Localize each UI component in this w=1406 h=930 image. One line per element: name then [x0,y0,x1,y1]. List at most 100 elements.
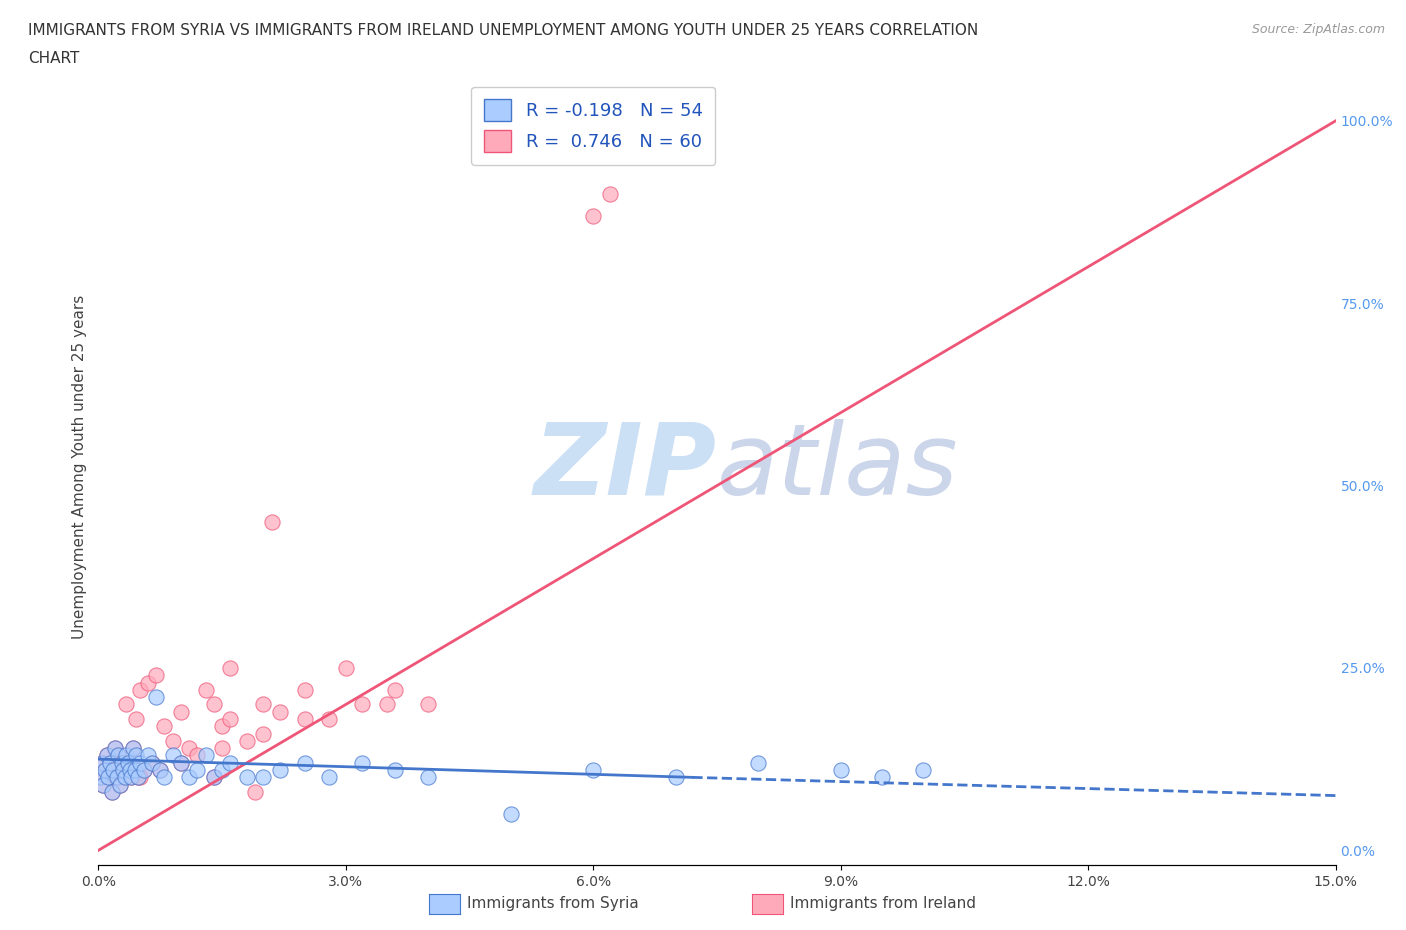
Point [252,770,274,785]
Point [599,186,621,201]
Point [117,755,139,770]
Point [211,763,233,777]
Point [149,763,172,777]
Point [118,763,141,777]
Point [186,763,208,777]
Point [132,763,155,777]
Point [93,777,115,792]
Point [136,675,159,690]
Point [103,763,125,777]
Point [100,785,122,800]
Point [170,704,193,719]
Point [128,770,150,785]
Point [375,697,398,711]
Text: IMMIGRANTS FROM SYRIA VS IMMIGRANTS FROM IRELAND UNEMPLOYMENT AMONG YOUTH UNDER : IMMIGRANTS FROM SYRIA VS IMMIGRANTS FROM… [28,23,979,38]
Point [98,755,121,770]
Point [186,748,208,763]
Text: atlas: atlas [717,418,959,516]
Point [912,763,935,777]
Point [269,704,291,719]
Point [120,770,142,785]
Point [114,770,136,785]
Point [122,740,145,755]
Point [108,777,131,792]
Point [170,755,193,770]
Point [127,770,149,785]
Point [127,770,149,785]
Point [118,763,141,777]
Point [665,770,688,785]
Point [115,748,138,763]
Point [96,748,118,763]
Point [162,748,184,763]
Point [582,208,605,223]
Text: Immigrants from Syria: Immigrants from Syria [467,897,638,911]
Point [90,755,112,770]
Point [418,770,440,785]
Point [294,683,316,698]
Point [114,770,136,785]
Point [105,770,128,785]
Point [145,690,167,705]
Point [112,763,135,777]
Point [107,748,129,763]
Text: ZIP: ZIP [534,418,717,516]
Point [179,770,201,785]
Point [117,755,139,770]
Point [830,763,852,777]
Point [125,748,148,763]
Point [100,785,122,800]
Text: Immigrants from Ireland: Immigrants from Ireland [790,897,976,911]
Y-axis label: Unemployment Among Youth under 25 years: Unemployment Among Youth under 25 years [72,295,87,640]
Point [582,763,605,777]
Point [107,748,129,763]
Point [132,763,155,777]
Point [202,770,225,785]
Point [243,785,266,800]
Point [318,711,340,726]
Point [219,711,242,726]
Point [252,697,274,711]
Point [747,755,769,770]
Point [499,806,522,821]
Point [90,755,112,770]
Point [105,770,128,785]
Point [110,755,132,770]
Point [125,711,148,726]
Point [211,719,233,734]
Point [252,726,274,741]
Point [260,514,283,529]
Point [141,755,163,770]
Point [149,763,172,777]
Point [122,740,145,755]
Point [145,668,167,683]
Point [93,777,115,792]
Point [110,755,132,770]
Point [115,697,138,711]
Point [294,755,316,770]
Point [104,740,127,755]
Point [97,770,120,785]
Point [136,748,159,763]
Point [104,740,127,755]
Text: CHART: CHART [28,51,80,66]
Point [128,755,150,770]
Point [219,660,242,675]
Legend: R = -0.198   N = 54, R =  0.746   N = 60: R = -0.198 N = 54, R = 0.746 N = 60 [471,86,716,166]
Point [194,748,217,763]
Point [103,763,125,777]
Point [108,777,131,792]
Point [202,770,225,785]
Point [124,763,146,777]
Point [294,711,316,726]
Point [96,748,118,763]
Point [120,770,142,785]
Point [124,763,146,777]
Point [112,763,135,777]
Point [219,755,242,770]
Point [94,763,117,777]
Point [89,770,111,785]
Point [352,697,374,711]
Point [170,755,193,770]
Point [162,734,184,749]
